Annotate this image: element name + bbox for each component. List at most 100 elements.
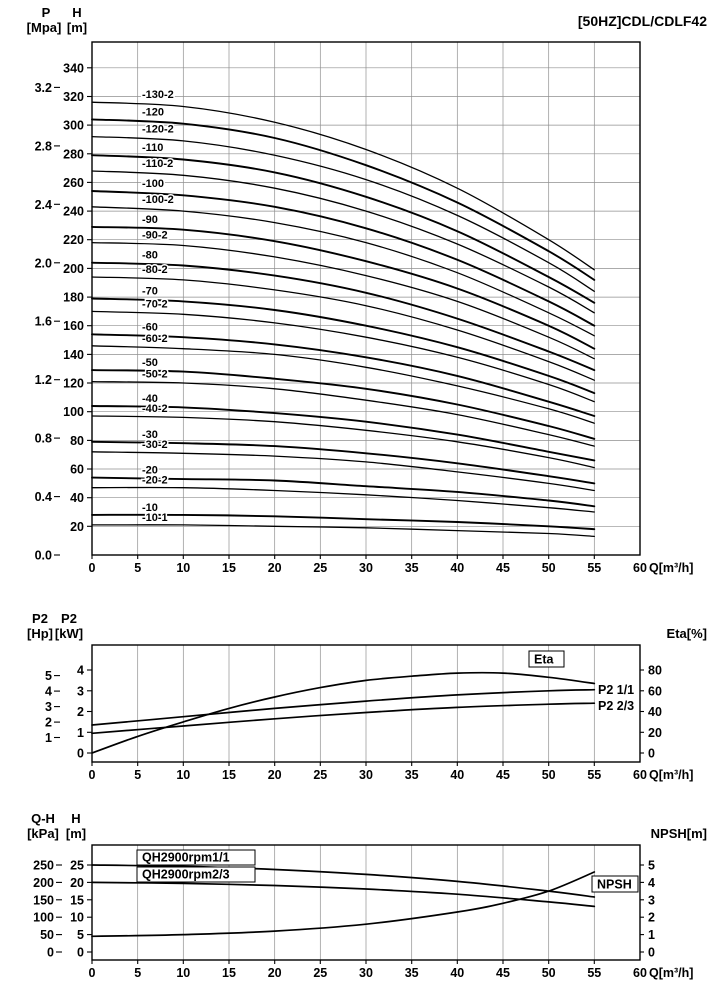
pressure-axis-tick-label: 2.4 xyxy=(35,198,52,212)
head-axis-tick-label: 40 xyxy=(70,491,84,505)
curve-label--10: -10 xyxy=(142,502,158,514)
head-axis-tick-label: 340 xyxy=(63,61,84,75)
npsh-axis-tick-label: 0 xyxy=(648,946,655,960)
head-chart: 0 5 10 15 20 25 30 35 40 45 50 55 60 Q[m³/h]204060801… xyxy=(35,41,693,575)
curve-label--110-2: -110-2 xyxy=(142,158,173,170)
x-tick-label: 20 xyxy=(268,966,282,980)
x-tick-label: 10 xyxy=(176,768,190,782)
eta-axis-title: Eta[%] xyxy=(666,626,707,641)
series-P2 2/3 xyxy=(91,702,596,735)
label-box-QH2900rpm2/3 xyxy=(136,866,256,883)
m-axis-tick-label: 10 xyxy=(70,911,84,925)
kw-axis-tick-label: 4 xyxy=(77,664,84,678)
series-QH2900rpm1/1 xyxy=(91,864,596,898)
curve-label--90-2: -90-2 xyxy=(142,230,168,242)
head-axis-tick-label: 240 xyxy=(63,205,84,219)
series-Eta xyxy=(91,671,596,754)
x-tick-label: 40 xyxy=(450,966,464,980)
kw-axis-tick-label: 0 xyxy=(77,747,84,761)
curve-label--130-2: -130-2 xyxy=(142,89,174,101)
head-axis-unit: [m] xyxy=(66,20,88,35)
curve-label--70: -70 xyxy=(142,286,158,298)
pressure-axis-unit: [Mpa] xyxy=(26,20,62,35)
qh-kpa-axis-unit: [kPa] xyxy=(27,826,59,841)
pressure-axis-tick-label: 2.8 xyxy=(35,139,52,153)
eta-axis-tick-label: 20 xyxy=(648,726,662,740)
hp-axis-tick-label: 2 xyxy=(45,716,52,730)
x-tick-label: 10 xyxy=(176,561,190,575)
curve--90-2 xyxy=(91,241,595,360)
pressure-axis-title: P xyxy=(41,5,51,20)
x-tick-label: 25 xyxy=(313,966,327,980)
series-NPSH xyxy=(91,871,596,938)
curve--60 xyxy=(91,333,596,417)
qh-m-axis-unit: [m] xyxy=(65,826,87,841)
hp-axis-tick-label: 4 xyxy=(45,685,52,699)
x-tick-label: 30 xyxy=(359,561,373,575)
m-axis-tick-label: 0 xyxy=(77,946,84,960)
series-label-Eta: Eta xyxy=(534,653,555,667)
x-tick-label: 15 xyxy=(222,966,236,980)
head-axis-tick-label: 280 xyxy=(63,147,84,161)
curve-label--20: -20 xyxy=(142,465,158,477)
curve--80-2 xyxy=(91,276,595,381)
x-tick-label: 5 xyxy=(134,561,141,575)
series-label-QH2900rpm2/3: QH2900rpm2/3 xyxy=(142,868,230,882)
x-tick-label: 55 xyxy=(587,561,601,575)
curve-label--90: -90 xyxy=(142,214,158,226)
x-tick-label: 35 xyxy=(405,768,419,782)
x-tick-label: 45 xyxy=(496,768,510,782)
pressure-axis-tick-label: 2.0 xyxy=(35,256,52,270)
pressure-axis-tick-label: 0.4 xyxy=(35,490,52,504)
curve--40-2 xyxy=(91,415,595,469)
head-axis-title: H xyxy=(72,5,82,20)
power-kw-axis-title: P2 xyxy=(61,611,77,626)
head-axis-tick-label: 200 xyxy=(63,262,84,276)
curve-label--30-2: -30-2 xyxy=(142,439,168,451)
x-axis-unit-label: Q[m³/h] xyxy=(649,966,693,980)
x-tick-label: 5 xyxy=(134,966,141,980)
head-axis-tick-label: 140 xyxy=(63,348,84,362)
qh-npsh-chart: 0 5 10 15 20 25 30 35 40 45 50 55 60 Q[m³/h]051015202… xyxy=(33,844,693,980)
pressure-axis-tick-label: 0.8 xyxy=(35,432,52,446)
x-tick-label: 10 xyxy=(176,966,190,980)
x-axis-unit-label: Q[m³/h] xyxy=(649,561,693,575)
m-axis-tick-label: 15 xyxy=(70,893,84,907)
x-tick-label: 45 xyxy=(496,561,510,575)
curve--80 xyxy=(91,261,596,372)
curve-label--50: -50 xyxy=(142,357,158,369)
curve--30-2 xyxy=(91,451,595,492)
kpa-axis-tick-label: 50 xyxy=(40,928,54,942)
series-P2 1/1 xyxy=(91,688,596,726)
x-tick-label: 30 xyxy=(359,966,373,980)
curve-label--120-2: -120-2 xyxy=(142,124,174,136)
x-end-tick-label: 60 xyxy=(633,768,647,782)
curve--120 xyxy=(91,118,596,281)
kw-axis-tick-label: 3 xyxy=(77,684,84,698)
curve--40 xyxy=(91,405,596,462)
curve-label--60: -60 xyxy=(142,321,158,333)
curve-label--20-2: -20-2 xyxy=(142,475,168,487)
curve-label--110: -110 xyxy=(142,142,163,154)
curve-label--100-2: -100-2 xyxy=(142,194,174,206)
x-tick-label: 35 xyxy=(405,561,419,575)
curve-label--70-2: -70-2 xyxy=(142,298,168,310)
curve--110-2 xyxy=(91,170,595,314)
curve-label--30: -30 xyxy=(142,429,158,441)
x-tick-label: 50 xyxy=(542,966,556,980)
head-axis-tick-label: 220 xyxy=(63,233,84,247)
npsh-axis-tick-label: 1 xyxy=(648,928,655,942)
pressure-axis-tick-label: 1.6 xyxy=(35,315,52,329)
eta-axis-tick-label: 60 xyxy=(648,684,662,698)
m-axis-tick-label: 20 xyxy=(70,876,84,890)
curve--20-2 xyxy=(91,486,595,513)
hp-axis-tick-label: 5 xyxy=(45,669,52,683)
qh-m-axis-title: H xyxy=(71,811,81,826)
curve--70 xyxy=(91,297,596,395)
x-tick-label: 50 xyxy=(542,561,556,575)
eta-axis-tick-label: 40 xyxy=(648,705,662,719)
head-axis-tick-label: 300 xyxy=(63,119,84,133)
series-label-QH2900rpm1/1: QH2900rpm1/1 xyxy=(142,851,230,865)
